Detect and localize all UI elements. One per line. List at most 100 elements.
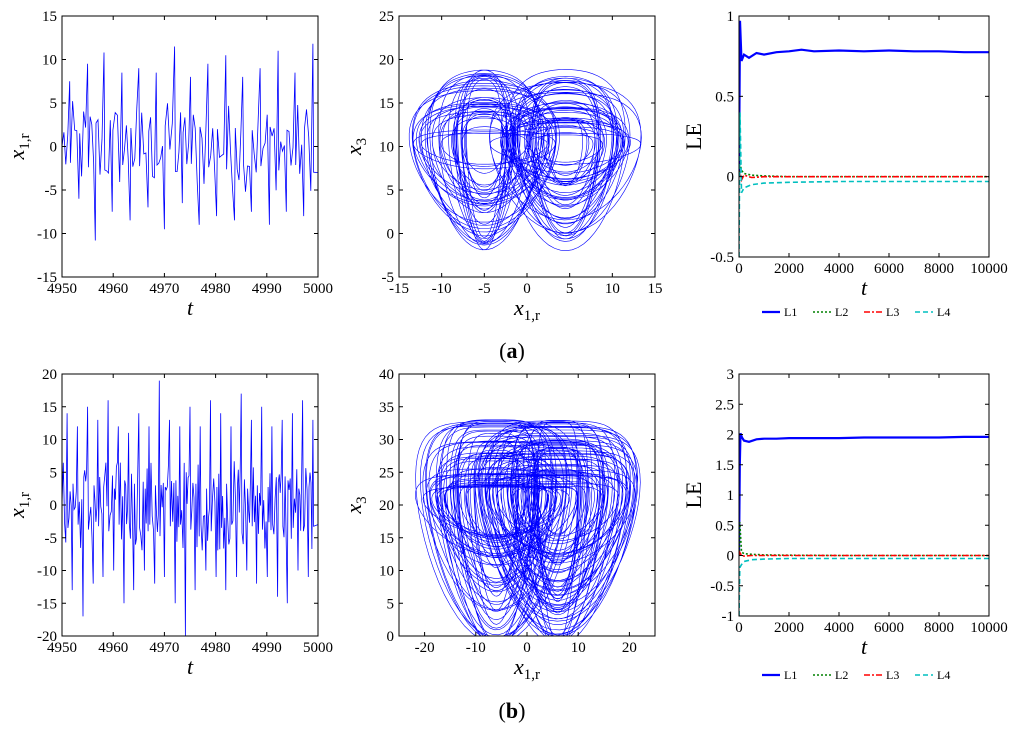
xlabel-sub-b-phase: 1,r [524, 667, 540, 683]
ytick-label-a-phase-10: 10 [379, 140, 394, 156]
xtick-label-b-phase--10: -10 [466, 640, 486, 656]
xlabel-a-time: t [187, 295, 194, 320]
xtick-label-b-le-0: 0 [735, 620, 743, 636]
ytick-label-b-le-3: 3 [727, 367, 735, 383]
xtick-label-a-phase-15: 15 [648, 281, 663, 297]
series-b-time [62, 380, 318, 636]
ytick-label-b-le-1: 1 [727, 488, 735, 504]
chart-b-le: L1 L2 L3 L4 0 2000 4000 6000 8000 10000 -1 -0.5 0 0.5… [681, 367, 1008, 682]
xtick-label-b-le-4000: 4000 [824, 620, 854, 636]
ytick-label-b-le--0.5: -0.5 [710, 579, 734, 595]
xlabel-main-a-phase: x [513, 295, 524, 320]
ytick-label-b-le-0: 0 [727, 549, 735, 565]
xtick-label-a-le-6000: 6000 [874, 261, 904, 277]
xtick-label-a-phase--15: -15 [389, 281, 409, 297]
series-a-phase [408, 69, 642, 252]
ytick-label-a-phase-20: 20 [379, 53, 394, 69]
ytick-label-b-time-20: 20 [42, 367, 57, 383]
xlabel-sub-a-phase: 1,r [524, 308, 540, 324]
xtick-label-a-time-4950: 4950 [47, 281, 77, 297]
ytick-label-b-le-2: 2 [727, 428, 735, 444]
data-a-phase [408, 69, 642, 252]
series-a-le-L4 [739, 112, 989, 257]
xtick-label-b-le-2000: 2000 [774, 620, 804, 636]
ytick-label-b-time-10: 10 [42, 433, 57, 449]
ytick-label-b-phase-15: 15 [379, 531, 394, 547]
legend-label-L4: L4 [937, 668, 950, 682]
ylabel-main-a-time: x [4, 150, 29, 161]
xtick-label-a-time-4990: 4990 [252, 281, 282, 297]
series-b-le-L3 [739, 550, 989, 557]
series-a-le-L1 [739, 20, 989, 177]
ytick-label-b-time--20: -20 [37, 629, 57, 645]
xtick-label-a-le-8000: 8000 [924, 261, 954, 277]
xtick-label-a-time-5000: 5000 [303, 281, 333, 297]
ylabel-main-b-time: x [4, 508, 29, 519]
data-b-phase [414, 419, 641, 636]
data-b-le [739, 432, 989, 616]
ytick-label-a-time-10: 10 [42, 53, 57, 69]
ytick-label-a-phase-5: 5 [387, 183, 395, 199]
caption-b-open: ( [499, 698, 506, 723]
xtick-label-a-phase-10: 10 [605, 281, 620, 297]
ytick-label-b-time--10: -10 [37, 564, 57, 580]
caption-b-label: b [506, 698, 518, 723]
ylabel-sub-b-time: 1,r [17, 492, 33, 508]
series-b-le-L1 [739, 432, 989, 556]
xlabel-main-a-le: t [861, 275, 868, 300]
panels-layer: 4950 4960 4970 4980 4990 5000-15-10-5051015tx… [4, 9, 1008, 683]
ytick-label-a-time-15: 15 [42, 9, 57, 25]
chart-a-le: L1 L2 L3 L40 2000 4000 6000 8000 10000-0.500.51t… [681, 9, 1008, 319]
xlabel-main-b-le: t [861, 634, 868, 659]
ytick-label-a-time-0: 0 [50, 140, 58, 156]
xlabel-b-time: t [187, 654, 194, 679]
legend-label-L4: L4 [937, 305, 950, 319]
legend-a-le: L1 L2 L3 L4 [762, 305, 950, 319]
ytick-label-a-le-0: 0 [727, 170, 735, 186]
series-b-phase [414, 419, 641, 636]
ylabel-sub-a-phase: 3 [354, 138, 370, 146]
ytick-label-b-phase-20: 20 [379, 498, 394, 514]
xlabel-main-b-phase: x [513, 654, 524, 679]
data-b-time [62, 380, 318, 636]
ytick-label-a-phase-0: 0 [387, 227, 395, 243]
ytick-label-b-time-5: 5 [50, 465, 58, 481]
chart-b-time: 4950 4960 4970 4980 4990 5000 -20 -15 -10 -5 0 5 10 1… [4, 367, 333, 679]
ytick-label-b-phase-35: 35 [379, 400, 394, 416]
xlabel-a-phase: x1,r [513, 295, 540, 324]
ytick-label-b-le-2.5: 2.5 [715, 397, 734, 413]
caption-a-label: a [507, 338, 518, 363]
ytick-label-a-time--5: -5 [45, 183, 58, 199]
xtick-label-b-le-6000: 6000 [874, 620, 904, 636]
ytick-label-b-le-0.5: 0.5 [715, 518, 734, 534]
legend-b-le: L1 L2 L3 L4 [762, 668, 950, 682]
series-b-le-L2 [739, 522, 989, 557]
ylabel-main-a-phase: x [341, 145, 366, 156]
xtick-label-b-time-4960: 4960 [98, 640, 128, 656]
xlabel-b-le: t [861, 634, 868, 659]
ytick-label-a-time-5: 5 [50, 96, 58, 112]
xtick-label-a-time-4970: 4970 [149, 281, 179, 297]
chart-a-time: 4950 4960 4970 4980 4990 5000 -15 -10 -5 0 5 10 15 t x… [4, 9, 333, 320]
xtick-label-a-phase--5: -5 [478, 281, 491, 297]
axes-frame-a-le [738, 15, 990, 258]
data-a-time [62, 43, 318, 241]
ytick-label-a-phase--5: -5 [382, 270, 395, 286]
ytick-label-a-le-1: 1 [727, 9, 735, 25]
ylabel-a-time: x1,r [4, 133, 33, 160]
ytick-label-b-time--5: -5 [45, 531, 58, 547]
ytick-label-b-phase-25: 25 [379, 465, 394, 481]
xlabel-b-phase: x1,r [513, 654, 540, 683]
ytick-label-a-le-0.5: 0.5 [715, 89, 734, 105]
ytick-label-a-le--0.5: -0.5 [710, 250, 734, 266]
ylabel-a-phase: x3 [341, 138, 370, 156]
ytick-label-a-time--10: -10 [37, 227, 57, 243]
legend-label-L3: L3 [886, 668, 899, 682]
ylabel-sub-a-time: 1,r [17, 133, 33, 149]
xtick-label-b-time-4990: 4990 [252, 640, 282, 656]
xtick-label-a-time-4980: 4980 [201, 281, 231, 297]
axes-frame-b-le [738, 373, 990, 617]
ytick-label-b-phase-40: 40 [379, 367, 394, 383]
xtick-label-b-time-4970: 4970 [149, 640, 179, 656]
